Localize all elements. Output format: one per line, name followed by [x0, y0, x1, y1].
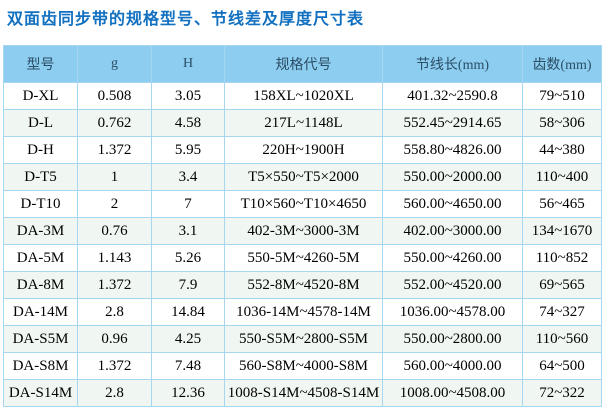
cell-g: 0.762 — [77, 109, 152, 137]
table-row: DA-S14M 2.8 12.36 1008-S14M~4508-S14M 1008.0… — [3, 379, 602, 407]
cell-spec-code: 552-8M~4520-8M — [224, 271, 383, 299]
cell-model: DA-3M — [3, 217, 78, 245]
cell-teeth-count: 69~565 — [522, 271, 602, 299]
table-row: DA-14M 2.8 14.84 1036-14M~4578-14M 1036.00~4… — [3, 298, 602, 326]
cell-pitch-length: 558.80~4826.00 — [382, 136, 523, 164]
cell-h: 14.84 — [151, 298, 225, 326]
cell-pitch-length: 1008.00~4508.00 — [382, 379, 523, 407]
cell-teeth-count: 58~306 — [522, 109, 602, 137]
table-body: D-XL 0.508 3.05 158XL~1020XL 401.32~2590.8 79… — [3, 82, 602, 407]
cell-g: 1 — [77, 163, 152, 191]
cell-model: DA-8M — [3, 271, 78, 299]
cell-g: 1.372 — [77, 271, 152, 299]
cell-spec-code: T5×550~T5×2000 — [224, 163, 383, 191]
table-row: D-XL 0.508 3.05 158XL~1020XL 401.32~2590.8 79… — [3, 82, 602, 110]
cell-g: 0.508 — [77, 82, 152, 110]
cell-spec-code: 560-S8M~4000-S8M — [224, 352, 383, 380]
cell-spec-code: T10×560~T10×4650 — [224, 190, 383, 218]
cell-pitch-length: 550.00~4260.00 — [382, 244, 523, 272]
table-row: D-T10 2 7 T10×560~T10×4650 560.00~4650.00 56~… — [3, 190, 602, 218]
cell-pitch-length: 1036.00~4578.00 — [382, 298, 523, 326]
cell-h: 4.25 — [151, 325, 225, 353]
cell-h: 12.36 — [151, 379, 225, 407]
cell-teeth-count: 72~322 — [522, 379, 602, 407]
cell-pitch-length: 552.45~2914.65 — [382, 109, 523, 137]
cell-h: 5.26 — [151, 244, 225, 272]
cell-model: D-H — [3, 136, 78, 164]
cell-model: DA-S14M — [3, 379, 78, 407]
cell-teeth-count: 110~560 — [522, 325, 602, 353]
cell-spec-code: 550-S5M~2800-S5M — [224, 325, 383, 353]
table-row: DA-8M 1.372 7.9 552-8M~4520-8M 552.00~4520.0… — [3, 271, 602, 299]
table-row: DA-3M 0.76 3.1 402-3M~3000-3M 402.00~3000.00… — [3, 217, 602, 245]
cell-spec-code: 1008-S14M~4508-S14M — [224, 379, 383, 407]
cell-model: DA-14M — [3, 298, 78, 326]
cell-teeth-count: 110~852 — [522, 244, 602, 272]
cell-spec-code: 1036-14M~4578-14M — [224, 298, 383, 326]
table-row: DA-S5M 0.96 4.25 550-S5M~2800-S5M 550.00~280… — [3, 325, 602, 353]
cell-h: 5.95 — [151, 136, 225, 164]
cell-model: DA-5M — [3, 244, 78, 272]
column-header-pitch-length: 节线长(mm) — [382, 45, 523, 83]
cell-spec-code: 550-5M~4260-5M — [224, 244, 383, 272]
table-row: D-T5 1 3.4 T5×550~T5×2000 550.00~2000.00 110~… — [3, 163, 602, 191]
cell-g: 2.8 — [77, 298, 152, 326]
cell-h: 7.9 — [151, 271, 225, 299]
cell-teeth-count: 64~500 — [522, 352, 602, 380]
cell-teeth-count: 134~1670 — [522, 217, 602, 245]
cell-spec-code: 217L~1148L — [224, 109, 383, 137]
cell-teeth-count: 110~400 — [522, 163, 602, 191]
table-row: DA-S8M 1.372 7.48 560-S8M~4000-S8M 560.00~40… — [3, 352, 602, 380]
cell-g: 1.372 — [77, 352, 152, 380]
column-header-spec-code: 规格代号 — [224, 45, 383, 83]
cell-model: D-L — [3, 109, 78, 137]
cell-g: 2 — [77, 190, 152, 218]
column-header-model: 型号 — [3, 45, 78, 83]
cell-spec-code: 402-3M~3000-3M — [224, 217, 383, 245]
cell-model: D-T10 — [3, 190, 78, 218]
cell-h: 3.4 — [151, 163, 225, 191]
cell-g: 1.372 — [77, 136, 152, 164]
table-row: DA-5M 1.143 5.26 550-5M~4260-5M 550.00~4260.… — [3, 244, 602, 272]
cell-pitch-length: 550.00~2800.00 — [382, 325, 523, 353]
cell-pitch-length: 402.00~3000.00 — [382, 217, 523, 245]
header-row: 型号 g H 规格代号 节线长(mm) 齿数(mm) — [3, 45, 602, 83]
cell-h: 7 — [151, 190, 225, 218]
cell-pitch-length: 552.00~4520.00 — [382, 271, 523, 299]
cell-pitch-length: 560.00~4000.00 — [382, 352, 523, 380]
cell-pitch-length: 560.00~4650.00 — [382, 190, 523, 218]
cell-model: D-XL — [3, 82, 78, 110]
cell-g: 0.76 — [77, 217, 152, 245]
cell-model: D-T5 — [3, 163, 78, 191]
cell-teeth-count: 74~327 — [522, 298, 602, 326]
cell-spec-code: 158XL~1020XL — [224, 82, 383, 110]
belt-spec-table: 型号 g H 规格代号 节线长(mm) 齿数(mm) D-XL 0.508 3.05 158XL… — [3, 45, 602, 407]
table-row: D-L 0.762 4.58 217L~1148L 552.45~2914.65 58~3… — [3, 109, 602, 137]
cell-pitch-length: 550.00~2000.00 — [382, 163, 523, 191]
cell-model: DA-S8M — [3, 352, 78, 380]
column-header-h: H — [151, 45, 225, 83]
cell-h: 3.05 — [151, 82, 225, 110]
cell-g: 1.143 — [77, 244, 152, 272]
cell-teeth-count: 56~465 — [522, 190, 602, 218]
cell-spec-code: 220H~1900H — [224, 136, 383, 164]
cell-teeth-count: 79~510 — [522, 82, 602, 110]
cell-g: 0.96 — [77, 325, 152, 353]
cell-pitch-length: 401.32~2590.8 — [382, 82, 523, 110]
table-row: D-H 1.372 5.95 220H~1900H 558.80~4826.00 44~3… — [3, 136, 602, 164]
cell-h: 4.58 — [151, 109, 225, 137]
column-header-teeth-count: 齿数(mm) — [522, 45, 602, 83]
cell-teeth-count: 44~380 — [522, 136, 602, 164]
page-title: 双面齿同步带的规格型号、节线差及厚度尺寸表 — [7, 11, 365, 28]
cell-g: 2.8 — [77, 379, 152, 407]
cell-h: 7.48 — [151, 352, 225, 380]
cell-model: DA-S5M — [3, 325, 78, 353]
column-header-g: g — [77, 45, 152, 83]
cell-h: 3.1 — [151, 217, 225, 245]
